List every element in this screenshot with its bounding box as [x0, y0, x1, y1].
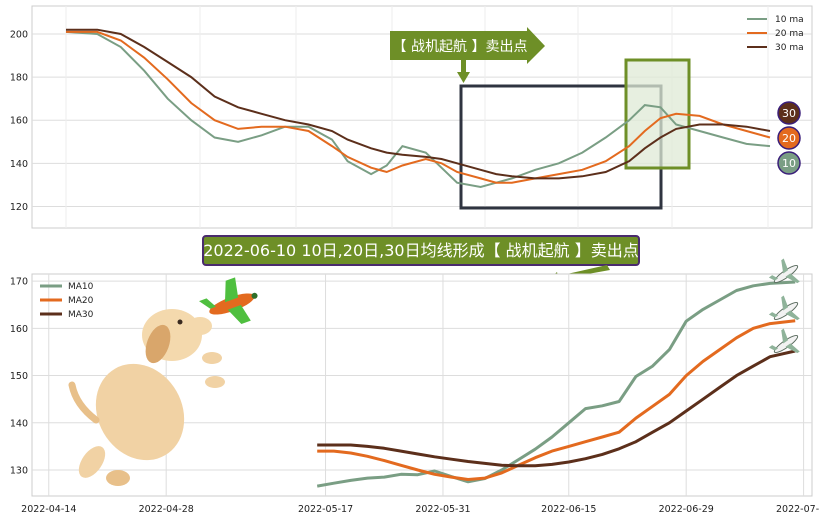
ma-line-30ma [66, 28, 771, 180]
panel2-y-tick-label: 130 [10, 466, 28, 477]
badge-30-label: 30 [782, 107, 796, 120]
badge-10 [777, 151, 801, 175]
title-banner-box [202, 235, 640, 266]
panel2-x-tick-label: 2022-05-17 [298, 504, 353, 515]
panel1-legend: 10 ma 20 ma 30 ma [747, 15, 804, 53]
signal-label: 【 战机起航 】卖出点 [393, 39, 528, 55]
badge-10-label: 10 [782, 157, 796, 170]
panel2-x-tick-label: 2022-06-29 [659, 504, 714, 515]
ma-line-20ma [66, 30, 771, 184]
legend-label-ma20: MA20 [68, 296, 94, 306]
title-banner: 2022-06-10 10日,20日,30日均线形成【 战机起航 】卖出点 [202, 235, 640, 283]
badge-20 [777, 126, 801, 150]
airplane-icons [768, 258, 800, 354]
puppy-body [95, 363, 185, 461]
panel2-x-tick-label: 2022-04-14 [21, 504, 76, 515]
puppy-leg [78, 446, 106, 478]
panel2-legend: MA10 MA20 MA30 [40, 282, 94, 320]
puppy-tail [68, 381, 100, 424]
panel1-y-ticks: 120 140 160 180 200 [10, 30, 28, 213]
legend-label-ma10: MA10 [68, 282, 94, 292]
panel2-x-ticks: 2022-04-14 2022-04-28 2022-05-17 2022-05-31… [21, 504, 819, 515]
panel2-x-tick-label: 2022-04-28 [139, 504, 194, 515]
badge-20-label: 20 [782, 132, 796, 145]
panel1-y-tick-label: 160 [10, 116, 28, 127]
legend-label-10ma: 10 ma [775, 15, 804, 25]
signal-arrow-shape [390, 27, 545, 64]
legend-label-30ma: 30 ma [775, 43, 804, 53]
candlestick-panel: 120 140 160 180 200 【 战机起航 】卖出点 10 ma 20 ma … [10, 5, 813, 229]
panel2-x-tick-label: 2022-07-13 [776, 504, 819, 515]
panel2-x-tick-label: 2022-05-31 [415, 504, 470, 515]
toy-plane-icon [199, 277, 258, 324]
puppy-eye [177, 319, 183, 325]
panel2-y-tick-label: 170 [10, 277, 28, 288]
airplane-icon [768, 295, 800, 321]
puppy-snout [188, 317, 212, 335]
puppy-ear [145, 324, 171, 364]
ma-line-ma10 [316, 280, 796, 488]
down-arrow-icon [457, 60, 470, 83]
panel1-y-tick-label: 200 [10, 30, 28, 41]
chart-title: 2022-06-10 10日,20日,30日均线形成【 战机起航 】卖出点 [203, 241, 639, 260]
puppy-foot [106, 470, 130, 486]
panel1-y-tick-label: 120 [10, 202, 28, 213]
airplane-icon [768, 328, 800, 354]
legend-label-ma30: MA30 [68, 310, 94, 320]
panel2-y-tick-label: 160 [10, 324, 28, 335]
airplane-icon [768, 258, 800, 284]
panel2-y-tick-label: 140 [10, 418, 28, 429]
legend-label-20ma: 20 ma [775, 29, 804, 39]
puppy-paw [205, 376, 225, 388]
end-badges: 30 20 10 [777, 101, 801, 175]
puppy-illustration [68, 277, 258, 486]
panel2-x-tick-label: 2022-06-15 [541, 504, 596, 515]
panel1-y-tick-label: 180 [10, 73, 28, 84]
ma-line-ma20 [317, 319, 796, 481]
badge-30 [777, 101, 801, 125]
panel2-y-tick-label: 150 [10, 371, 28, 382]
panel2-ma-lines [316, 280, 796, 488]
puppy-paw [202, 352, 222, 364]
panel1-ma-lines [65, 28, 771, 189]
panel2-y-ticks: 130 140 150 160 170 [10, 277, 28, 477]
panel1-y-tick-label: 140 [10, 159, 28, 170]
ma-line-ma30 [317, 349, 796, 468]
signal-arrow-label: 【 战机起航 】卖出点 [390, 27, 545, 83]
